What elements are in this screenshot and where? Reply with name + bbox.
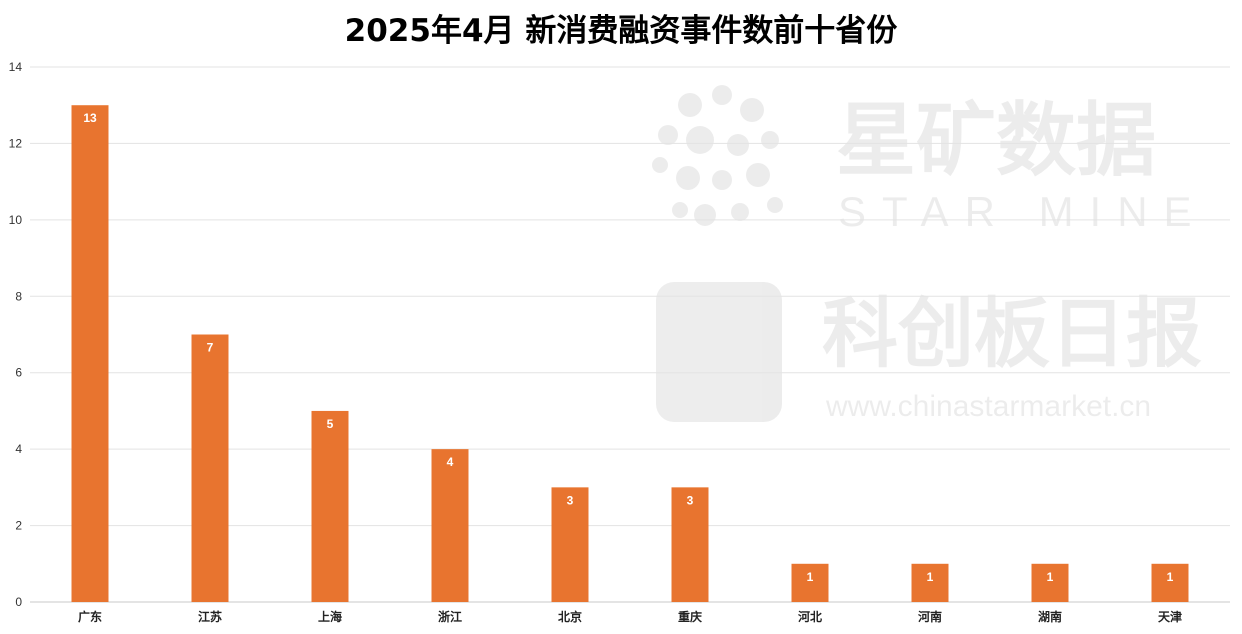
x-tick-label: 天津 [1158,609,1182,624]
watermark-publisher-cn: 科创板日报 [822,289,1202,378]
watermark-brand-en: STAR MINE [838,188,1208,235]
y-tick-label: 8 [15,289,22,303]
y-tick-label: 14 [9,60,23,74]
bar [191,334,229,602]
data-label: 3 [567,493,574,507]
y-tick-label: 10 [9,213,23,227]
x-tick-label: 上海 [318,609,342,624]
y-tick-label: 2 [15,519,22,533]
data-label: 1 [1167,570,1174,584]
watermark-url: www.chinastarmarket.cn [825,390,1151,423]
bar [791,563,829,602]
x-axis: 广东 江苏 上海 浙江 北京 重庆 河北 河南 湖南 天津 [78,609,1182,624]
gridlines [30,66,1230,603]
star-mine-logo [652,85,783,226]
bar [671,487,709,602]
watermark-brand-cn: 星矿数据 [836,94,1156,187]
data-label: 1 [807,570,814,584]
data-label: 5 [327,417,334,431]
bar [71,105,109,602]
data-label: 7 [207,341,214,355]
x-tick-label: 河北 [797,609,822,624]
bar [551,487,589,602]
x-tick-label: 广东 [78,609,102,624]
data-label: 4 [447,455,454,469]
x-tick-label: 河南 [917,609,942,624]
bar [1151,563,1189,602]
x-tick-label: 重庆 [678,609,702,624]
watermark: 星矿数据 STAR MINE 科创板日报 www.chinastarmarket… [652,85,1208,423]
chart-title: 2025年4月 新消费融资事件数前十省份 [344,13,898,49]
bar [311,410,349,602]
publisher-logo [656,282,782,422]
bar-series: 13 7 5 4 3 3 1 1 1 1 [71,105,1189,602]
x-tick-label: 浙江 [438,609,462,624]
x-tick-label: 江苏 [198,609,222,624]
data-label: 1 [927,570,934,584]
data-label: 1 [1047,570,1054,584]
y-tick-label: 4 [15,442,22,456]
bar [431,449,469,602]
data-label: 3 [687,493,694,507]
y-tick-label: 0 [15,595,22,609]
bar [911,563,949,602]
y-axis: 0 2 4 6 8 10 12 14 [9,60,23,609]
y-tick-label: 6 [15,366,22,380]
x-tick-label: 湖南 [1038,609,1062,624]
x-tick-label: 北京 [558,609,582,624]
y-tick-label: 12 [9,136,23,150]
bar [1031,563,1069,602]
data-label: 13 [83,111,97,125]
